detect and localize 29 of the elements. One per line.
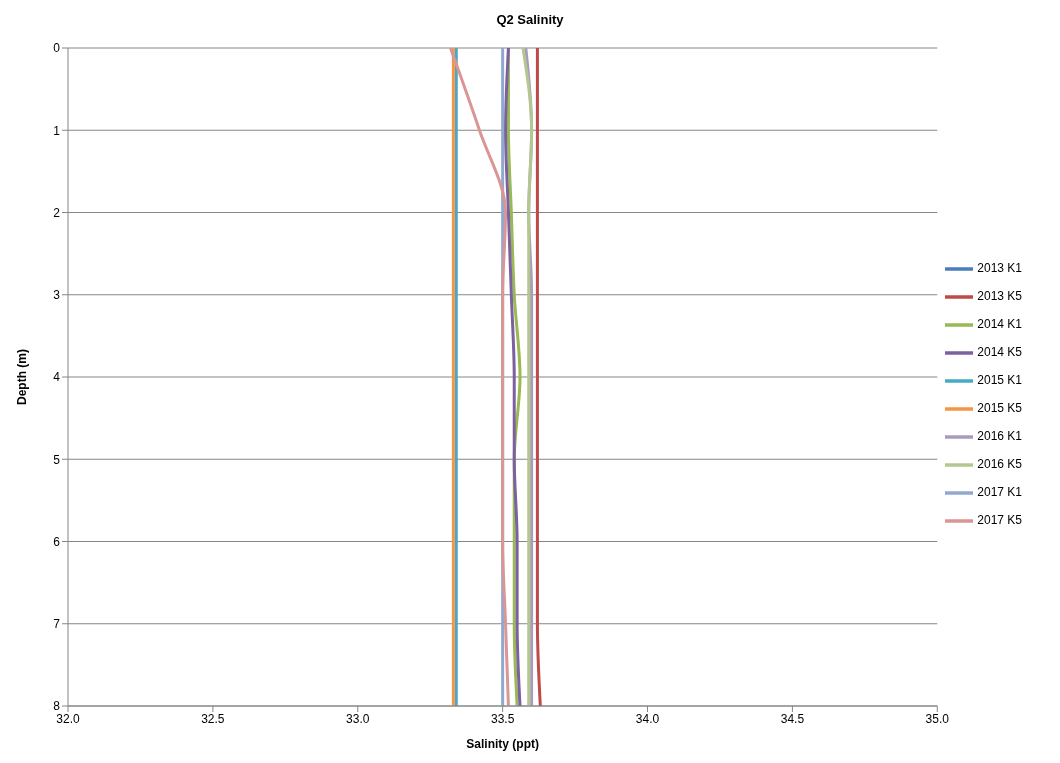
y-tick-label: 5	[53, 452, 61, 467]
y-tick-label: 0	[53, 41, 61, 56]
y-tick-label: 8	[53, 699, 61, 714]
legend-label: 2016 K5	[977, 457, 1022, 472]
y-tick-label: 2	[53, 205, 61, 220]
legend-label: 2017 K1	[977, 485, 1022, 500]
legend-label: 2013 K1	[977, 261, 1022, 276]
legend-label: 2015 K1	[977, 373, 1022, 388]
x-tick-label: 34.0	[635, 711, 660, 726]
x-tick-label: 33.5	[490, 711, 515, 726]
legend-label: 2014 K1	[977, 317, 1022, 332]
x-tick-label: 35.0	[925, 711, 950, 726]
legend-label: 2016 K1	[977, 429, 1022, 444]
legend-label: 2014 K5	[977, 345, 1022, 360]
y-tick-label: 1	[53, 123, 61, 138]
y-tick-label: 7	[53, 617, 61, 632]
legend-label: 2017 K5	[977, 513, 1022, 528]
y-tick-label: 3	[53, 288, 61, 303]
x-axis-title: Salinity (ppt)	[466, 737, 539, 751]
chart-title: Q2 Salinity	[495, 11, 565, 29]
x-tick-label: 34.5	[780, 711, 805, 726]
x-tick-label: 33.0	[346, 711, 370, 726]
y-tick-label: 4	[53, 370, 61, 385]
y-tick-label: 6	[53, 534, 61, 549]
legend-label: 2013 K5	[977, 289, 1022, 304]
y-axis-title: Depth (m)	[15, 349, 30, 405]
legend-label: 2015 K5	[977, 401, 1022, 416]
x-tick-label: 32.5	[201, 711, 225, 726]
x-tick-label: 32.0	[56, 711, 80, 726]
